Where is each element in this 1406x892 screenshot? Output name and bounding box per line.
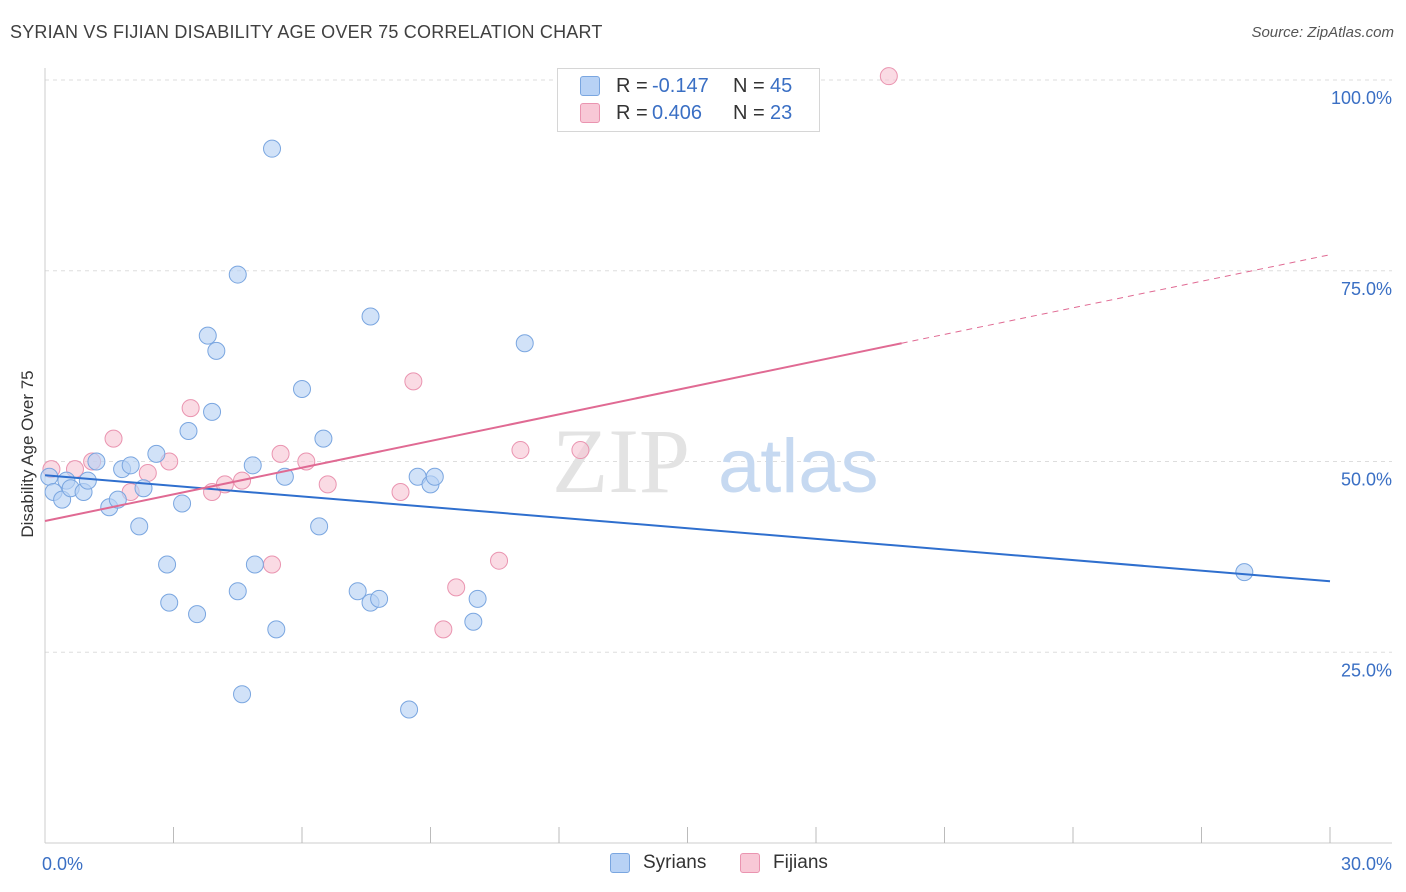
fijian-point: [138, 463, 157, 482]
syrians-legend-swatch: [610, 853, 630, 873]
syrian-point: [348, 582, 367, 601]
chart-title: SYRIAN VS FIJIAN DISABILITY AGE OVER 75 …: [10, 22, 603, 42]
syrian-point: [87, 452, 106, 471]
syrian-point: [515, 334, 534, 353]
y-tick-label: 25.0%: [1341, 660, 1392, 680]
syrian-point: [160, 593, 179, 612]
syrian-point: [121, 456, 140, 475]
fijians-trendline-extension: [901, 254, 1331, 344]
syrian-point: [314, 429, 333, 448]
syrian-point: [198, 326, 217, 345]
fijian-point: [318, 475, 337, 494]
syrian-point: [263, 139, 282, 158]
fijian-point: [271, 444, 290, 463]
syrian-point: [78, 471, 97, 490]
fijians-n-label: N =: [733, 102, 765, 124]
x-tick-label: 30.0%: [1341, 854, 1392, 874]
axes: [44, 68, 1392, 844]
syrian-point: [425, 467, 444, 486]
syrian-point: [233, 685, 252, 704]
syrian-point: [468, 589, 487, 608]
fijian-point: [104, 429, 123, 448]
fijian-point: [511, 441, 530, 460]
syrian-point: [203, 402, 222, 421]
syrian-point: [228, 265, 247, 284]
fijians-n-value: 23: [770, 102, 793, 124]
y-tick-labels: 100.0% 75.0% 50.0% 25.0%: [1331, 88, 1392, 680]
fijian-point: [404, 372, 423, 391]
syrian-point: [179, 421, 198, 440]
syrian-point: [130, 517, 149, 536]
syrians-r-label: R =: [616, 75, 648, 97]
syrian-point: [228, 582, 247, 601]
syrian-points: [40, 139, 1254, 719]
syrian-point: [207, 341, 226, 360]
syrians-n-value: 45: [770, 75, 793, 97]
syrian-point: [108, 490, 127, 509]
fijian-point: [447, 578, 466, 597]
syrians-trendline: [44, 474, 1331, 583]
fijian-point: [263, 555, 282, 574]
syrian-point: [158, 555, 177, 574]
fijian-points: [42, 67, 898, 639]
x-tick-label: 0.0%: [42, 854, 83, 874]
syrian-point: [310, 517, 329, 536]
source-label: Source: ZipAtlas.com: [1251, 24, 1394, 41]
syrian-point: [188, 605, 207, 624]
fijian-point: [434, 620, 453, 639]
stats-legend: R = -0.147 N = 45 R = 0.406 N = 23: [557, 68, 820, 132]
fijians-swatch: [580, 103, 600, 123]
syrians-swatch: [580, 76, 600, 96]
fijian-point: [879, 67, 898, 86]
syrian-point: [245, 555, 264, 574]
watermark-zip: ZIP: [552, 410, 690, 512]
syrians-n-label: N =: [733, 75, 765, 97]
syrian-point: [147, 444, 166, 463]
y-tick-label: 75.0%: [1341, 279, 1392, 299]
syrian-point: [400, 700, 419, 719]
fijians-legend-swatch: [740, 853, 760, 873]
fijians-legend-label: Fijians: [773, 852, 828, 873]
syrian-point: [361, 307, 380, 326]
syrian-point: [243, 456, 262, 475]
syrian-point: [1235, 563, 1254, 582]
syrian-point: [267, 620, 286, 639]
syrian-point: [370, 589, 389, 608]
y-tick-label: 50.0%: [1341, 470, 1392, 490]
fijians-trendline: [44, 342, 902, 522]
syrian-point: [173, 494, 192, 513]
fijians-r-value: 0.406: [652, 102, 703, 124]
x-tick-labels: 0.0% 30.0%: [42, 854, 1392, 874]
watermark-atlas: atlas: [718, 424, 879, 509]
y-tick-label: 100.0%: [1331, 88, 1392, 108]
fijian-point: [391, 483, 410, 502]
fijians-r-label: R =: [616, 102, 648, 124]
fijian-point: [181, 399, 200, 418]
syrian-point: [464, 612, 483, 631]
syrians-legend-label: Syrians: [643, 852, 707, 873]
syrian-point: [293, 380, 311, 399]
watermark: ZIP atlas: [552, 410, 879, 512]
syrians-r-value: -0.147: [652, 75, 709, 97]
fijian-point: [571, 441, 590, 460]
fijian-point: [490, 551, 509, 570]
trendlines: [44, 254, 1331, 583]
